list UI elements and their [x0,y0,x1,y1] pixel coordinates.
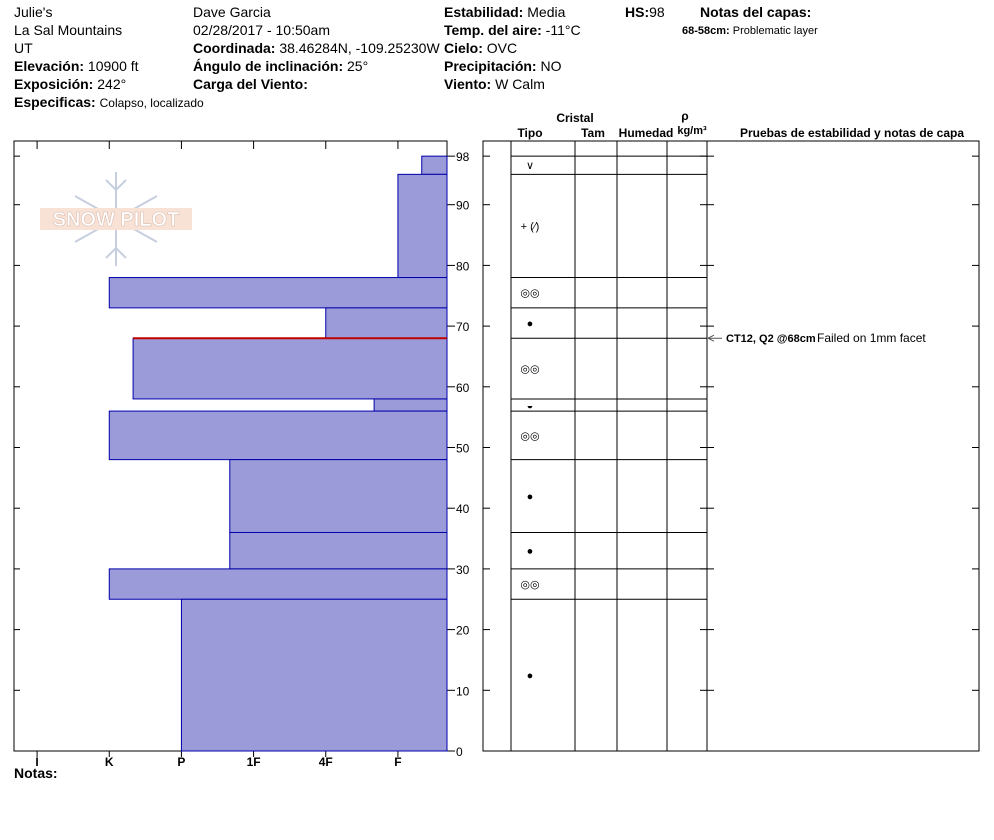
layer-note-text: Problematic layer [733,25,818,37]
x-tick-label: 4F [319,755,333,769]
y-tick-label: 0 [456,745,463,759]
location-range: La Sal Mountains [14,22,122,38]
field-value: 98 [649,4,665,20]
field: Temp. del aire: -11°C [444,22,581,38]
field-label: Especificas: [14,94,96,110]
field-label: Exposición: [14,76,93,92]
field-value: -11°C [546,22,581,38]
grain-type: ◒ [527,400,534,412]
grain-type: ◎◎ [520,579,539,591]
hardness-bar [108,277,448,309]
hardness-bar [229,459,448,533]
table-header: ρ [681,109,688,123]
field: HS:98 [625,4,665,20]
table-header: Pruebas de estabilidad y notas de capa [740,126,964,140]
field-value: NO [540,58,561,74]
hardness-bar [180,598,448,752]
y-tick-label: 90 [456,199,470,213]
field-label: Carga del Viento: [193,76,308,92]
x-tick-label: K [105,755,114,769]
field: Elevación: 10900 ft [14,58,139,74]
hardness-bar [108,410,448,461]
y-tick-label: 40 [456,502,470,516]
grain-type: ● [527,491,534,503]
y-tick-label: 60 [456,381,470,395]
field-value: 10900 ft [88,58,139,74]
hardness-bar [397,173,448,279]
field-value: Colapso, localizado [100,96,204,110]
field-label: Estabilidad: [444,4,523,20]
grain-type: ∨ [526,160,534,172]
logo: SNOW PILOT [40,172,192,266]
field: Cielo: OVC [444,40,517,56]
grain-type: ● [527,546,534,558]
field-label: Coordinada: [193,40,275,56]
x-tick-label: P [177,755,185,769]
y-tick-label: 80 [456,259,470,273]
notes-label: Notas: [14,765,58,781]
layer-note: 68-58cm: Problematic layer [682,25,818,37]
field-label: Precipitación: [444,58,537,74]
hardness-bar [373,398,448,412]
field: Exposición: 242° [14,76,126,92]
x-tick-label: F [394,755,401,769]
field-label: Viento: [444,76,491,92]
grain-type: ● [527,318,534,330]
field-value: OVC [487,40,517,56]
field-label: Temp. del aire: [444,22,542,38]
table-header: Cristal [556,111,593,125]
table-header: kg/m³ [677,125,707,137]
test-label: CT12, Q2 @68cm [726,333,816,345]
logo-text: SNOW PILOT [53,209,180,231]
table-columns [510,141,708,751]
layer-note-range: 68-58cm: [682,25,730,37]
field-value: 25° [347,58,368,74]
table-frame [482,140,980,752]
hardness-bar [421,155,448,175]
y-tick-label: 10 [456,684,470,698]
table-header: Tam [581,126,605,140]
field-label: Cielo: [444,40,483,56]
location-state: UT [14,40,33,56]
field: Coordinada: 38.46284N, -109.25230W [193,40,440,56]
grain-type: ◎◎ [520,288,539,300]
hardness-bar [325,307,448,339]
y-tick-label: 30 [456,563,470,577]
test-arrow [707,334,722,342]
y-tick-label: 70 [456,320,470,334]
field-value: 242° [97,76,126,92]
field-value: 38.46284N, -109.25230W [279,40,440,56]
grain-type: ◎◎ [520,430,539,442]
field: Precipitación: NO [444,58,562,74]
hardness-bar [108,568,448,600]
grain-type: ◎◎ [520,364,539,376]
layer-notes-title: Notas del capas: [700,4,811,20]
y-tick-label: 50 [456,442,470,456]
y-tick-label: 98 [456,150,470,164]
field-label: Ángulo de inclinación: [193,58,343,74]
y-tick-label: 20 [456,624,470,638]
datetime: 02/28/2017 - 10:50am [193,22,330,38]
field-value: W Calm [495,76,545,92]
hardness-bar [132,337,448,400]
x-tick-label: 1F [247,755,261,769]
grain-type: ● [527,670,534,682]
grain-type: + (⁄) [521,221,540,233]
field-label: HS: [625,4,649,20]
field: Ángulo de inclinación: 25° [193,58,368,74]
field: Especificas: Colapso, localizado [14,94,204,110]
observer: Dave Garcia [193,4,271,20]
field-value: Media [527,4,565,20]
x-tick-label: I [35,755,38,769]
location-name: Julie's [14,4,52,20]
table-header: Tipo [517,126,542,140]
hardness-bar [229,531,448,570]
field: Viento: W Calm [444,76,545,92]
field-label: Elevación: [14,58,84,74]
table-header: Humedad [619,126,674,140]
test-note: Failed on 1mm facet [817,331,926,345]
field: Estabilidad: Media [444,4,566,20]
